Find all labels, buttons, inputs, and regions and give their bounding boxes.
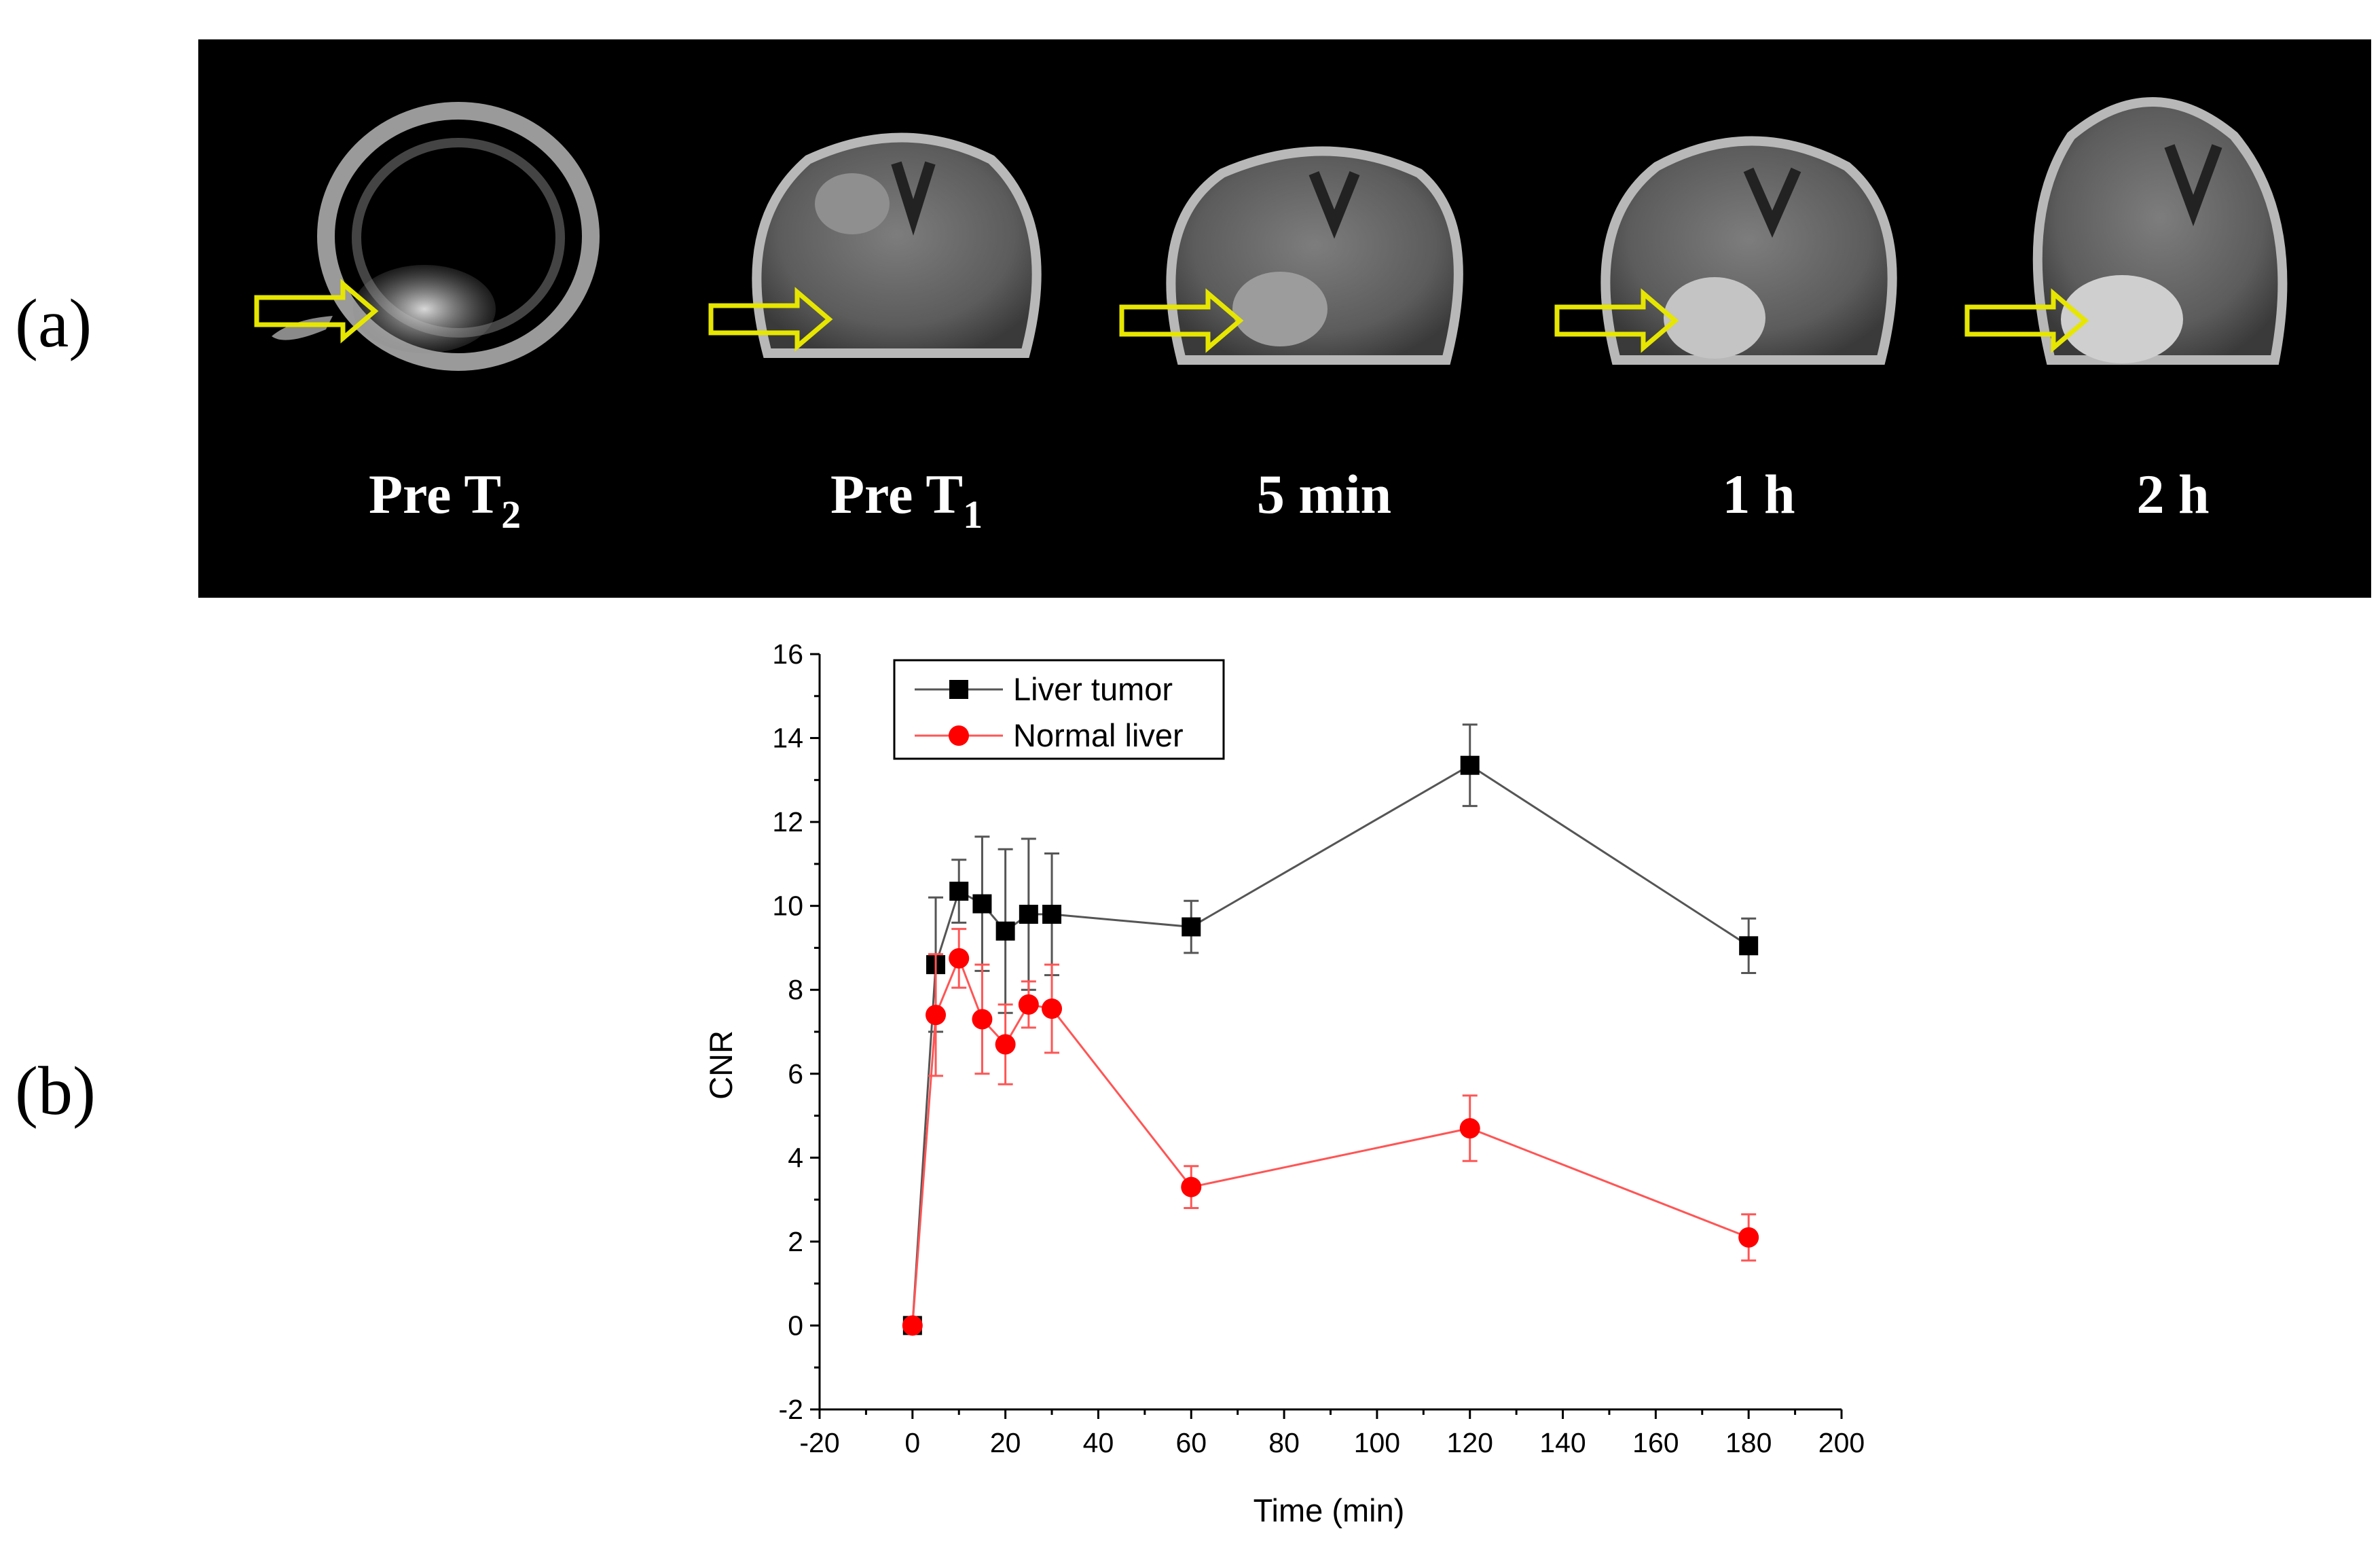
arrow-icon [1964,288,2089,353]
y-tick-label: 0 [788,1310,803,1341]
data-point [902,1315,923,1336]
panel-a-label: (a) [15,285,92,362]
mri-frame-2-title: Pre T1 [830,463,983,537]
mri-frame-5 [1964,97,2288,365]
y-tick-label: 10 [772,890,803,922]
mri-lesion [815,173,890,234]
legend-label-liver-tumor: Liver tumor [1013,671,1173,707]
arrow-icon [1554,288,1679,353]
data-point [1459,1118,1480,1139]
arrow-icon [708,287,833,352]
mri-spine [2164,144,2222,227]
series-line [911,955,1749,1326]
mri-frame-4-title: 1 h [1722,463,1795,525]
x-tick-label: 20 [990,1427,1021,1458]
data-point [1739,936,1759,956]
mri-spine [1308,171,1360,239]
data-point [995,1034,1016,1055]
title-main: Pre T [830,463,963,525]
x-tick-label: 40 [1083,1427,1114,1458]
mri-frame-1-title: Pre T2 [369,463,521,537]
legend-marker-normal-liver [949,725,969,746]
arrow-icon [1119,288,1244,353]
series-normal-liver [902,928,1759,1336]
y-tick-label: 4 [788,1142,803,1173]
x-tick-label: 80 [1268,1427,1300,1458]
panel-b-label: (b) [15,1053,96,1130]
data-point [949,948,970,969]
data-point [1182,917,1201,937]
y-tick-label: 14 [772,723,803,754]
chart-series [902,723,1759,1336]
mri-frame-3-title: 5 min [1257,463,1391,525]
data-point [1042,905,1062,924]
y-tick-label: 6 [788,1058,803,1090]
title-subscript: 1 [963,492,983,537]
mri-lesion [1232,272,1328,346]
title-main: Pre T [369,463,501,525]
x-axis-title: Time (min) [1253,1492,1405,1528]
data-point [926,1005,947,1026]
y-tick-label: 16 [772,638,803,670]
data-point [972,894,992,914]
mri-frame-3 [1119,146,1463,365]
data-point [1018,994,1039,1015]
series-line [911,763,1749,1326]
y-tick-label: 8 [788,974,803,1005]
mri-lesion [353,265,496,353]
chart-legend: Liver tumor Normal liver [893,659,1225,760]
legend-frame [893,659,1225,760]
data-point [972,1009,993,1030]
data-point [1738,1227,1759,1248]
data-point [1042,998,1063,1020]
mri-frame-1 [254,102,600,371]
mri-spine [1743,167,1801,238]
mri-body-outline [317,102,600,371]
arrow-icon [254,278,379,344]
mri-frame-2 [708,132,1042,358]
data-point [949,882,969,901]
x-tick-label: 120 [1447,1427,1493,1458]
legend-label-normal-liver: Normal liver [1013,717,1184,753]
data-point [995,921,1015,941]
series-liver-tumor [902,723,1759,1335]
mri-lesion [1664,277,1765,359]
y-tick-label: 2 [788,1226,803,1257]
data-point [1181,1176,1202,1198]
legend-marker-liver-tumor [949,680,968,699]
x-tick-label: 100 [1354,1427,1400,1458]
x-tick-label: 180 [1725,1427,1772,1458]
x-tick-label: 200 [1818,1427,1865,1458]
mri-spine [891,161,936,236]
x-tick-label: -20 [799,1427,839,1458]
mri-frame-5-title: 2 h [2136,463,2209,525]
x-tick-label: 160 [1632,1427,1679,1458]
mri-tail [272,316,333,340]
y-tick-label: 12 [772,806,803,838]
data-point [1019,905,1038,924]
mri-lesion [2061,275,2183,363]
x-tick-label: 0 [904,1427,920,1458]
mri-frame-4 [1554,136,1897,365]
x-tick-label: 140 [1539,1427,1586,1458]
title-subscript: 2 [501,492,521,537]
y-tick-label: -2 [779,1394,803,1425]
data-point [1460,755,1480,775]
x-tick-label: 60 [1175,1427,1207,1458]
y-axis-title: CNR [703,1030,739,1100]
